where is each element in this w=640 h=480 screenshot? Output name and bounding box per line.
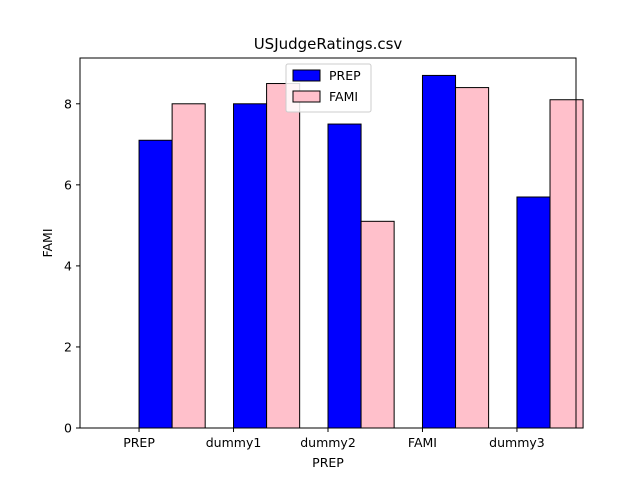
legend-swatch-fami <box>292 90 321 103</box>
bar-prep-dummy3 <box>516 196 551 429</box>
bar-fami-fami <box>455 87 490 429</box>
x-tick-label: PREP <box>123 435 155 450</box>
y-tick-label: 4 <box>64 258 72 273</box>
x-tick-label: dummy3 <box>489 435 545 450</box>
bar-fami-dummy3 <box>549 99 584 429</box>
bar-prep-fami <box>421 74 457 429</box>
bar-prep-dummy2 <box>327 123 362 429</box>
bar-fami-dummy1 <box>266 83 301 429</box>
x-tick-label: FAMI <box>408 435 437 450</box>
bar-fami-prep <box>171 103 206 429</box>
x-axis-label: PREP <box>312 455 344 470</box>
legend-swatch-prep <box>292 69 321 82</box>
legend-label-prep: PREP <box>329 68 361 83</box>
y-axis-label: FAMI <box>40 228 55 257</box>
chart-title: USJudgeRatings.csv <box>254 35 403 53</box>
y-tick-label: 8 <box>64 96 72 111</box>
legend: PREP FAMI <box>285 63 372 113</box>
y-tick-label: 6 <box>64 177 72 192</box>
x-tick-label: dummy2 <box>300 435 356 450</box>
bar-prep-dummy1 <box>233 103 268 429</box>
bar-prep-prep <box>138 139 173 429</box>
y-tick-label: 0 <box>64 421 72 436</box>
x-tick-label: dummy1 <box>206 435 262 450</box>
y-tick-label: 2 <box>64 339 72 354</box>
bar-fami-dummy2 <box>360 220 395 429</box>
legend-label-fami: FAMI <box>329 89 358 104</box>
